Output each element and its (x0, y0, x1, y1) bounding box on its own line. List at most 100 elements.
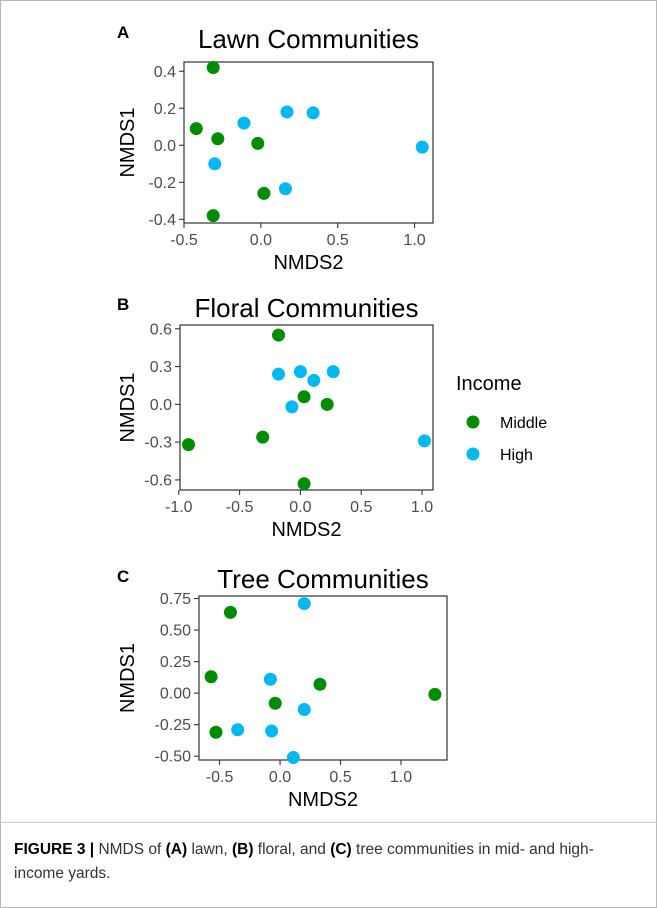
data-point-high (415, 140, 429, 154)
plot-title: Tree Communities (217, 564, 428, 594)
y-tick-label: 0.4 (154, 64, 176, 81)
caption-panel-ref: (A) (165, 841, 188, 858)
x-tick-label: -0.5 (206, 769, 234, 786)
legend-title: Income (456, 373, 522, 395)
data-point-middle (313, 677, 327, 691)
y-axis-label: NMDS1 (117, 643, 139, 713)
data-point-middle (256, 430, 270, 444)
x-tick-label: 0.0 (250, 232, 272, 249)
data-point-high (263, 672, 277, 686)
data-point-middle (428, 687, 442, 701)
x-tick-label: 0.0 (269, 769, 291, 786)
data-point-high (306, 106, 320, 120)
caption-panel-ref: (C) (330, 841, 352, 858)
data-point-middle (209, 725, 223, 739)
data-point-high (307, 373, 321, 387)
x-tick-label: 0.0 (289, 499, 311, 516)
caption-text-part: NMDS of (94, 841, 166, 858)
x-tick-label: 1.0 (390, 769, 412, 786)
y-tick-label: 0.50 (160, 623, 191, 640)
plot-border (198, 595, 448, 761)
panel-letter: C (117, 567, 129, 586)
y-tick-label: 0.2 (154, 101, 176, 118)
y-tick-label: 0.0 (154, 138, 176, 155)
data-point-high (237, 116, 251, 130)
data-point-high (278, 182, 292, 196)
data-point-middle (211, 132, 225, 146)
legend-key (466, 415, 480, 429)
y-tick-label: 0.6 (150, 321, 172, 338)
caption-panel-ref: (B) (231, 841, 254, 858)
y-axis-label: NMDS1 (117, 372, 139, 442)
data-point-middle (297, 390, 311, 404)
data-point-high (272, 367, 286, 381)
panel-c: C Tree Communities -0.5 0.0 0.5 1.0 -0.50 -0.25… (117, 564, 448, 811)
y-tick-label: 0.25 (160, 654, 191, 671)
x-tick-label: 0.5 (329, 769, 351, 786)
plot-border (183, 61, 434, 224)
caption-text-part: floral, and (253, 841, 331, 858)
y-tick-label: -0.6 (144, 472, 172, 489)
x-tick-label: 1.0 (403, 232, 425, 249)
caption-text-part: tree communities in mid- and high-income… (14, 841, 594, 882)
caption-text: NMDS of (A) lawn, (B) floral, and (C) tr… (14, 841, 594, 882)
legend-key (466, 447, 480, 461)
plot-title: Floral Communities (195, 293, 419, 323)
panel-a: A Lawn Communities -0.5 0.0 0.5 1.0 -0.4 -0.2 0.… (117, 23, 434, 274)
figure-caption: FIGURE 3 | NMDS of (A) lawn, (B) floral,… (14, 838, 639, 886)
data-point-middle (268, 696, 282, 710)
x-tick-label: -1.0 (165, 499, 193, 516)
x-tick-label: -0.5 (226, 499, 254, 516)
panel-b: B Floral Communities -1.0 -0.5 0.0 0.5 1.0 -0.6… (117, 293, 434, 541)
panel-letter: B (117, 295, 129, 314)
data-point-middle (206, 209, 220, 223)
x-axis-label: NMDS2 (288, 789, 358, 811)
data-point-high (285, 400, 299, 414)
x-tick-label: 0.5 (350, 499, 372, 516)
caption-label: FIGURE 3 | (14, 841, 95, 858)
data-point-high (293, 365, 307, 379)
y-tick-label: 0.0 (150, 397, 172, 414)
x-tick-label: 0.5 (327, 232, 349, 249)
data-point-high (265, 724, 279, 738)
caption-text-part: lawn, (187, 841, 232, 858)
x-tick-label: -0.5 (170, 232, 198, 249)
panel-letter: A (117, 23, 129, 42)
x-axis-label: NMDS2 (273, 252, 343, 274)
caption-separator (0, 822, 657, 823)
legend-label: High (500, 447, 533, 464)
legend: Income Middle High (456, 373, 547, 464)
data-point-high (326, 365, 340, 379)
y-tick-label: -0.2 (148, 175, 176, 192)
data-point-high (208, 157, 222, 171)
data-point-middle (204, 670, 218, 684)
x-axis-label: NMDS2 (271, 519, 341, 541)
data-point-middle (182, 438, 196, 452)
data-point-middle (189, 122, 203, 136)
data-point-middle (257, 186, 271, 200)
y-tick-label: 0.75 (160, 591, 191, 608)
y-tick-label: -0.3 (144, 435, 172, 452)
y-tick-label: 0.00 (160, 686, 191, 703)
plot-border (179, 324, 434, 491)
x-tick-label: 1.0 (411, 499, 433, 516)
legend-label: Middle (500, 415, 547, 432)
data-point-middle (297, 477, 311, 491)
y-tick-label: -0.50 (155, 749, 192, 766)
data-point-high (297, 597, 311, 611)
figure-canvas: A Lawn Communities -0.5 0.0 0.5 1.0 -0.4 -0.2 0.… (117, 23, 547, 811)
y-axis-label: NMDS1 (117, 107, 139, 177)
data-point-high (231, 723, 245, 737)
y-tick-label: 0.3 (150, 359, 172, 376)
data-point-high (417, 434, 431, 448)
data-point-high (286, 750, 300, 764)
y-tick-label: -0.25 (155, 717, 192, 734)
data-point-middle (272, 328, 286, 342)
data-point-middle (206, 61, 220, 75)
data-point-high (297, 703, 311, 717)
y-tick-label: -0.4 (148, 212, 176, 229)
data-point-high (280, 105, 294, 119)
plot-title: Lawn Communities (198, 24, 419, 54)
data-point-middle (251, 136, 265, 150)
